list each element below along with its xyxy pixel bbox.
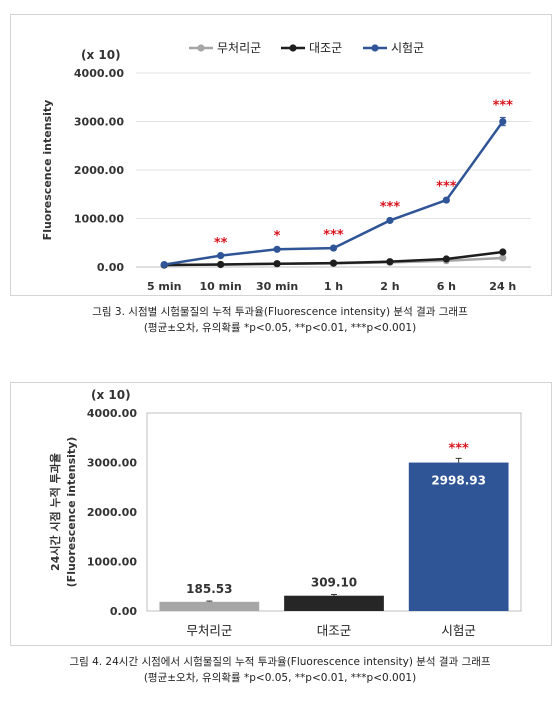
legend-marker [371, 44, 379, 52]
y-tick-label: 3000.00 [74, 116, 124, 129]
x-tick-label: 30 min [256, 280, 298, 293]
figure-3-caption-note: (평균±오차, 유의확률 *p<0.05, **p<0.01, ***p<0.0… [143, 322, 417, 334]
figure-4-caption-note: (평균±오차, 유의확률 *p<0.05, **p<0.01, ***p<0.0… [143, 672, 417, 684]
data-point [442, 196, 450, 204]
significance-marker: * [274, 229, 281, 244]
data-label: 2998.93 [431, 474, 486, 488]
data-point [273, 260, 281, 268]
x-tick-label: 시험군 [441, 623, 476, 638]
y-tick-label: 2000.00 [74, 164, 124, 177]
x-tick-label: 1 h [324, 280, 343, 293]
y-axis-label: Fluorescence intensity [41, 100, 54, 241]
significance-marker: *** [493, 98, 514, 113]
x-tick-label: 10 min [200, 280, 242, 293]
y-tick-label: 3000.00 [87, 457, 137, 470]
y-tick-label: 1000.00 [74, 213, 124, 226]
x-tick-label: 24 h [489, 280, 516, 293]
legend-marker [197, 44, 205, 52]
data-point [160, 260, 168, 269]
x-tick-label: 대조군 [317, 623, 352, 638]
figure-3-caption: 그림 3. 시점별 시험물질의 누적 투과율(Fluorescence inte… [0, 304, 560, 336]
legend-label: 대조군 [309, 41, 342, 55]
y-tick-label: 2000.00 [87, 506, 137, 519]
data-point [499, 254, 507, 262]
data-point [386, 216, 394, 225]
bar [159, 601, 260, 611]
figure-4-caption: 그림 4. 24시간 시점에서 시험물질의 누적 투과율(Fluorescenc… [0, 654, 560, 686]
y-tick-label: 1000.00 [87, 556, 137, 569]
significance-marker: ** [214, 236, 228, 251]
x-tick-label: 6 h [437, 280, 456, 293]
bar [408, 462, 509, 611]
data-point [273, 245, 281, 253]
significance-marker: *** [380, 200, 401, 215]
x-tick-label: 무처리군 [186, 623, 232, 638]
data-point [499, 248, 507, 256]
bar-chart-panel: 0.00 1000.00 2000.00 3000.00 4000.00 (x 10) 24… [10, 382, 552, 646]
y-tick-label: 4000.00 [74, 67, 124, 80]
scale-label: (x 10) [91, 388, 131, 402]
y-tick-label: 0.00 [110, 605, 137, 618]
data-label: 309.10 [311, 575, 357, 589]
y-axis-label: 24시간 시점 누적 투과율 (Fluorescence intensity) [48, 437, 78, 588]
x-tick-label: 2 h [380, 280, 399, 293]
line-chart: 0.00 1000.00 2000.00 3000.00 4000.00 (x 10) Fl… [41, 41, 531, 293]
figure-4-caption-title: 그림 4. 24시간 시점에서 시험물질의 누적 투과율(Fluorescenc… [69, 656, 491, 668]
y-tick-label: 0.00 [97, 261, 124, 274]
legend-marker [289, 44, 297, 52]
data-point [499, 117, 507, 126]
data-label: 185.53 [186, 582, 232, 596]
y-axis-label-line1: 24시간 시점 누적 투과율 [48, 453, 62, 571]
bar-chart: 0.00 1000.00 2000.00 3000.00 4000.00 (x 10) 24… [48, 388, 522, 638]
legend-label: 무처리군 [217, 41, 261, 55]
y-axis-label-line2: (Fluorescence intensity) [65, 437, 78, 588]
line-chart-panel: 0.00 1000.00 2000.00 3000.00 4000.00 (x 10) Fl… [10, 14, 552, 296]
data-point [386, 258, 394, 266]
data-point [329, 259, 338, 267]
data-point [442, 255, 450, 263]
significance-marker: *** [323, 228, 344, 243]
scale-label: (x 10) [81, 48, 121, 62]
x-tick-label: 5 min [147, 280, 182, 293]
significance-marker: *** [448, 441, 469, 456]
legend-label: 시험군 [391, 41, 424, 55]
figure-3-caption-title: 그림 3. 시점별 시험물질의 누적 투과율(Fluorescence inte… [92, 306, 468, 318]
data-point [329, 244, 338, 252]
significance-marker: *** [436, 180, 457, 195]
data-point [217, 260, 225, 269]
bar [284, 595, 384, 611]
y-tick-label: 4000.00 [87, 407, 137, 420]
data-point [217, 252, 225, 260]
